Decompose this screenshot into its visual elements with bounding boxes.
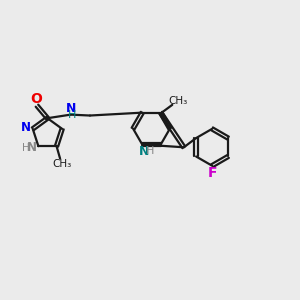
Text: N: N <box>139 145 149 158</box>
Text: N: N <box>27 141 37 154</box>
Text: O: O <box>30 92 42 106</box>
Text: H: H <box>68 110 76 120</box>
Text: N: N <box>21 121 31 134</box>
Text: F: F <box>207 166 217 179</box>
Text: H: H <box>146 146 154 156</box>
Text: N: N <box>66 102 77 115</box>
Text: CH₃: CH₃ <box>168 96 187 106</box>
Text: H: H <box>22 142 30 153</box>
Text: CH₃: CH₃ <box>52 159 71 169</box>
